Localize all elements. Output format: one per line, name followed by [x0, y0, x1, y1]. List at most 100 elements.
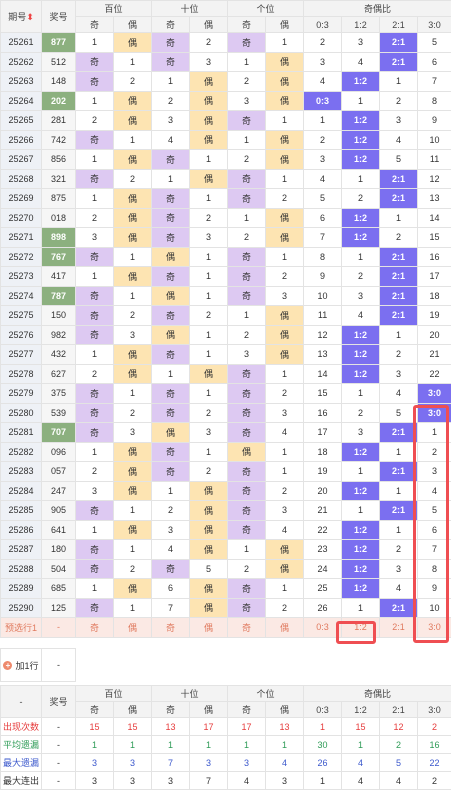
- data-cell: 1:2: [341, 129, 381, 150]
- table-row: 25269 875 1 偶奇 1 奇 2 5 2 2:1 13: [0, 188, 451, 209]
- stats-value: 2: [417, 717, 451, 736]
- data-cell: 3: [227, 90, 267, 111]
- data-cell: 偶: [112, 110, 153, 131]
- data-cell: 7: [417, 539, 451, 560]
- preselect-option-0[interactable]: 奇: [75, 617, 114, 638]
- data-cell: 21: [417, 344, 451, 365]
- award-cell: 247: [41, 480, 76, 501]
- data-cell: 1: [112, 246, 153, 267]
- period-cell: 25264: [0, 90, 42, 111]
- data-cell: 奇: [227, 188, 267, 209]
- data-cell: 2:1: [379, 461, 419, 482]
- data-cell: 奇: [227, 32, 267, 53]
- sort-icon[interactable]: ⬍: [26, 12, 34, 22]
- data-cell: 1: [112, 539, 153, 560]
- data-cell: 偶: [189, 110, 229, 131]
- period-cell: 25281: [0, 422, 42, 443]
- preselect-option-2[interactable]: 奇: [151, 617, 191, 638]
- award-cell: 504: [41, 558, 76, 579]
- plus-icon: +: [3, 660, 13, 670]
- preselect-row[interactable]: 预选行1- 奇偶奇偶奇偶 0:3 1:2 2:1 3:0: [0, 617, 451, 638]
- data-cell: 5: [379, 402, 419, 423]
- period-cell: 25263: [0, 71, 42, 92]
- data-cell: 2: [189, 207, 229, 228]
- header-row-groups: 期号⬍ 奖号 百位 十位 个位 奇偶比: [0, 0, 451, 33]
- data-cell: 8: [417, 558, 451, 579]
- data-cell: 偶: [151, 422, 191, 443]
- preselect-option-8[interactable]: 2:1: [379, 617, 419, 638]
- period-cell: 25276: [0, 324, 42, 345]
- award-cell: 096: [41, 441, 76, 462]
- award-cell: 150: [41, 305, 76, 326]
- period-cell: 25290: [0, 597, 42, 618]
- data-cell: 1: [341, 383, 381, 404]
- stats-value: 1: [265, 735, 305, 754]
- period-header[interactable]: 期号⬍: [0, 0, 42, 33]
- preselect-option-4[interactable]: 奇: [227, 617, 267, 638]
- period-cell: 25283: [0, 461, 42, 482]
- period-cell: 25285: [0, 500, 42, 521]
- data-cell: 奇: [227, 363, 267, 384]
- data-cell: 3: [112, 422, 153, 443]
- stats-row: 平均遗漏 -1 1 1 1 1 1 30 1 2 16: [0, 735, 451, 754]
- data-cell: 奇: [151, 344, 191, 365]
- data-cell: 4: [379, 383, 419, 404]
- data-cell: 2: [189, 402, 229, 423]
- data-cell: 1: [75, 32, 114, 53]
- data-cell: 偶: [112, 461, 153, 482]
- data-cell: 1: [265, 578, 305, 599]
- data-cell: 偶: [265, 558, 305, 579]
- data-cell: 2: [151, 500, 191, 521]
- data-cell: 22: [303, 519, 343, 540]
- data-cell: 10: [417, 129, 451, 150]
- data-cell: 奇: [75, 285, 114, 306]
- data-cell: 偶: [112, 188, 153, 209]
- data-cell: 1:2: [341, 441, 381, 462]
- period-cell: 25277: [0, 344, 42, 365]
- data-cell: 1: [227, 539, 267, 560]
- data-cell: 9: [417, 110, 451, 131]
- data-cell: 1: [189, 266, 229, 287]
- add-row-button[interactable]: + 加1行: [3, 659, 39, 672]
- data-cell: 1: [112, 129, 153, 150]
- stats-label: 平均遗漏: [0, 735, 42, 754]
- stats-value: 22: [417, 753, 451, 772]
- award-cell: 018: [41, 207, 76, 228]
- stats-award: -: [41, 771, 76, 790]
- table-row: 25275 150 奇 2 奇 2 1 偶 11 4 2:1 19: [0, 305, 451, 326]
- data-cell: 2: [227, 558, 267, 579]
- data-cell: 14: [303, 363, 343, 384]
- preselect-option-6[interactable]: 0:3: [303, 617, 343, 638]
- data-cell: 偶: [265, 71, 305, 92]
- data-cell: 3: [151, 519, 191, 540]
- stats-row: 最大遗漏 -3 3 7 3 3 4 26 4 5 22: [0, 753, 451, 772]
- data-cell: 2: [227, 71, 267, 92]
- period-cell: 25279: [0, 383, 42, 404]
- preselect-option-1[interactable]: 偶: [112, 617, 153, 638]
- stats-table: - 奖号 百位 十位 个位 奇偶比 奇偶奇偶奇偶 0:3 1:2 2:1 3:0 出现次…: [0, 685, 451, 790]
- table-row: 25262 512 奇 1 奇 3 1 偶 3 4 2:1 6: [0, 51, 451, 72]
- table-row: 25271 898 3 偶奇 3 2 偶 7 1:2 2 15: [0, 227, 451, 248]
- data-cell: 1: [265, 32, 305, 53]
- stats-award: -: [41, 735, 76, 754]
- data-cell: 偶: [112, 441, 153, 462]
- data-cell: 3: [112, 324, 153, 345]
- data-cell: 2: [379, 539, 419, 560]
- data-cell: 2:1: [379, 422, 419, 443]
- table-row: 25280 539 奇 2 奇 2 奇 3 16 2 5 3:0: [0, 402, 451, 423]
- preselect-option-5[interactable]: 偶: [265, 617, 305, 638]
- add-row-cell[interactable]: + 加1行: [0, 648, 42, 682]
- stats-value: 3: [189, 753, 229, 772]
- stats-value: 15: [341, 717, 381, 736]
- stats-value: 4: [227, 771, 267, 790]
- stats-tens-header: 十位: [151, 685, 229, 702]
- data-cell: 1: [341, 500, 381, 521]
- stats-label: 出现次数: [0, 717, 42, 736]
- data-cell: 1: [227, 305, 267, 326]
- preselect-option-9[interactable]: 3:0: [417, 617, 451, 638]
- stats-value: 3: [112, 771, 153, 790]
- preselect-option-3[interactable]: 偶: [189, 617, 229, 638]
- period-cell: 25269: [0, 188, 42, 209]
- preselect-option-7[interactable]: 1:2: [341, 617, 381, 638]
- data-cell: 1: [151, 363, 191, 384]
